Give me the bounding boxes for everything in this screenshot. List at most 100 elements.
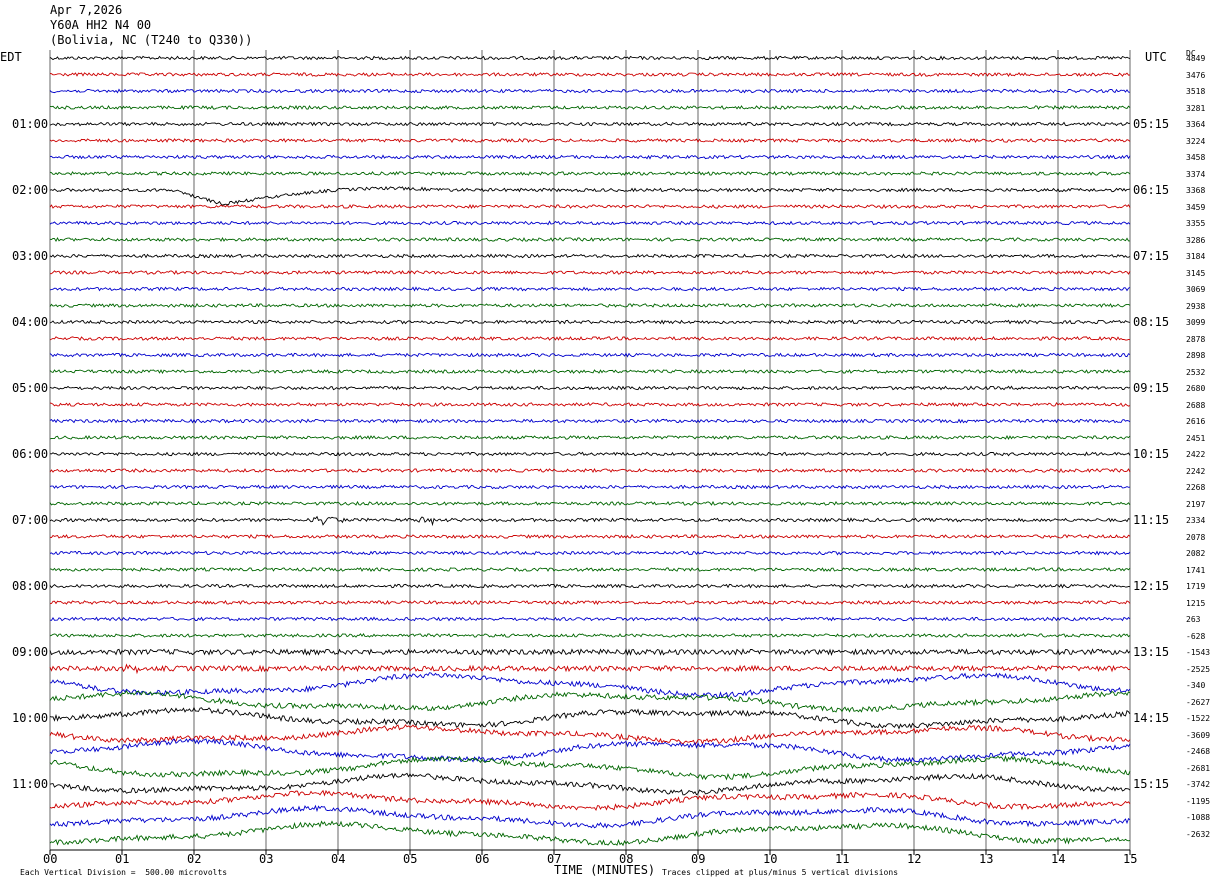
trace-37 [49,663,1131,675]
dc-value: 2451 [1186,433,1206,443]
trace-8 [49,185,1131,206]
header-location: (Bolivia, NC (T240 to Q330)) [50,33,253,47]
trace-32 [49,583,1131,589]
trace-31 [49,567,1131,572]
right-time-label: 05:15 [1133,117,1170,131]
dc-value: -3609 [1186,730,1210,740]
x-tick-label: 09 [691,852,706,866]
dc-value: -340 [1186,681,1206,690]
left-time-label: 03:00 [12,249,49,263]
left-time-label: 01:00 [12,117,49,131]
header-station: Y60A HH2 N4 00 [50,18,152,32]
trace-20 [49,385,1131,391]
x-axis-title: TIME (MINUTES) [554,863,656,877]
dc-value: 2197 [1186,499,1206,509]
dc-value: 3364 [1186,120,1206,129]
trace-40 [49,706,1131,730]
x-tick-label: 10 [763,852,778,866]
x-tick-label: 07 [547,852,562,866]
right-time-label: 10:15 [1133,447,1170,461]
left-time-label: 09:00 [12,645,49,659]
dc-value: -628 [1186,631,1206,641]
dc-value: 3368 [1186,186,1206,195]
dc-value: 2688 [1186,400,1206,410]
dc-value: 2938 [1186,301,1206,311]
dc-value: 3458 [1186,153,1206,162]
trace-7 [49,170,1131,177]
vertical-gridlines [49,50,1131,850]
x-tick-label: 11 [835,852,850,866]
trace-group [49,55,1131,847]
header-date: Apr 7,2026 [50,3,123,17]
trace-18 [49,352,1131,358]
dc-label: DC [1186,49,1196,58]
trace-43 [49,755,1131,781]
x-tick-label: 06 [475,852,490,866]
trace-21 [49,402,1131,407]
dc-value: 3145 [1186,268,1206,278]
trace-6 [49,154,1131,160]
dc-value: -2632 [1186,829,1210,839]
dc-value: 4849 [1186,54,1206,63]
trace-23 [49,435,1131,441]
trace-44 [49,772,1131,796]
clip-note: Traces clipped at plus/minus 5 vertical … [662,868,899,877]
dc-value: 2242 [1186,466,1206,476]
trace-13 [50,269,1131,276]
trace-38 [49,672,1131,699]
trace-27 [49,500,1131,507]
trace-46 [49,804,1131,829]
dc-value: -1543 [1186,648,1210,657]
right-time-label: 06:15 [1133,183,1170,197]
right-time-label: 15:15 [1133,777,1170,791]
trace-45 [49,789,1131,812]
scale-note: Each Vertical Division = 500.00 microvol… [20,868,228,877]
dc-value: 3355 [1186,219,1206,228]
trace-10 [49,220,1131,226]
left-time-label: 05:00 [12,381,49,395]
trace-39 [49,689,1131,713]
dc-value: -2627 [1186,697,1210,707]
trace-41 [49,724,1131,746]
trace-30 [49,550,1131,556]
x-tick-label: 15 [1123,852,1138,866]
trace-9 [49,203,1131,210]
dc-value: 2334 [1186,516,1206,525]
left-time-label: 07:00 [12,513,49,527]
x-axis-ticks [49,849,1131,855]
right-time-label: 08:15 [1133,315,1170,329]
x-tick-label: 13 [979,852,994,866]
x-tick-label: 01 [115,852,130,866]
trace-36 [49,648,1131,657]
left-time-label: 10:00 [12,711,49,725]
trace-3 [49,104,1131,111]
dc-value: 2680 [1186,384,1206,393]
dc-value: 3476 [1186,70,1206,80]
trace-14 [49,286,1131,292]
dc-value: 2616 [1186,417,1206,426]
dc-value: -1522 [1186,714,1210,723]
dc-value: -1195 [1186,796,1210,806]
dc-value: 3459 [1186,202,1206,212]
trace-17 [49,336,1131,342]
trace-34 [49,616,1131,622]
dc-value: 1215 [1186,598,1206,608]
dc-value: 1741 [1186,565,1206,575]
trace-11 [49,236,1130,243]
dc-value: 3099 [1186,318,1206,327]
dc-value: 263 [1186,615,1201,624]
trace-4 [49,121,1131,127]
dc-value: 2268 [1186,483,1206,492]
trace-29 [49,533,1131,539]
dc-value: 2898 [1186,351,1206,360]
dc-value: 3374 [1186,169,1206,179]
right-time-label: 12:15 [1133,579,1170,593]
dc-value: 3069 [1186,285,1206,294]
left-time-label: 04:00 [12,315,49,329]
trace-12 [49,253,1131,259]
trace-22 [49,418,1131,424]
trace-25 [49,467,1131,474]
dc-value: 3184 [1186,252,1206,261]
trace-0 [49,55,1131,61]
